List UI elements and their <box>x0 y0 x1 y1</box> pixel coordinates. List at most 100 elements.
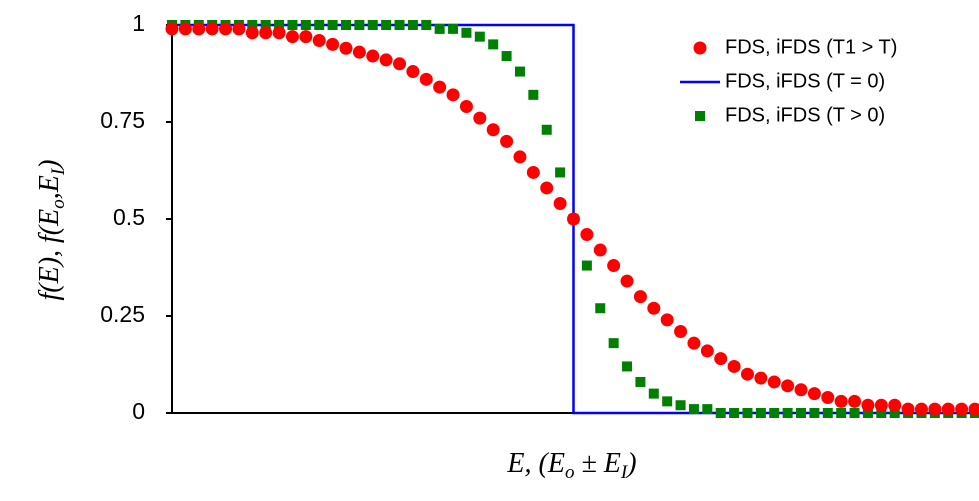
point <box>367 20 378 30</box>
point <box>889 408 900 418</box>
point <box>352 45 366 59</box>
label-part: E, (E <box>506 448 565 479</box>
point <box>540 181 554 195</box>
y-tick-label: 0 <box>132 398 145 424</box>
point <box>580 228 594 242</box>
label-sub: I <box>620 462 629 483</box>
point <box>500 134 514 148</box>
legend-label: FDS, iFDS (T > 0) <box>725 104 885 126</box>
point <box>340 20 351 30</box>
point <box>849 408 860 418</box>
point <box>876 408 887 418</box>
label-sub: o <box>565 462 575 483</box>
point <box>941 402 955 416</box>
y-tick-label: 1 <box>132 10 145 36</box>
point <box>379 53 393 67</box>
point <box>647 301 661 315</box>
point <box>486 123 500 137</box>
point <box>553 196 567 210</box>
point <box>526 165 540 179</box>
legend: FDS, iFDS (T1 > T) FDS, iFDS (T = 0) FDS, … <box>680 36 897 126</box>
point <box>245 26 259 40</box>
point <box>622 361 633 372</box>
y-tick-label: 0.25 <box>100 301 145 327</box>
point <box>488 39 499 50</box>
point <box>767 375 781 389</box>
point <box>901 402 915 416</box>
point <box>446 88 460 102</box>
legend-label: FDS, iFDS (T = 0) <box>725 70 885 92</box>
label-sub: o <box>48 199 69 209</box>
point <box>648 388 659 399</box>
point <box>635 376 646 387</box>
point <box>285 30 299 44</box>
point <box>260 20 271 30</box>
point <box>459 99 473 113</box>
point <box>968 402 979 416</box>
point <box>434 23 445 34</box>
point <box>633 290 647 304</box>
point <box>593 243 607 257</box>
point <box>192 22 206 36</box>
point <box>782 408 793 418</box>
point <box>287 20 298 30</box>
point <box>660 313 674 327</box>
point <box>567 212 580 226</box>
point <box>834 394 848 408</box>
point <box>715 408 726 418</box>
point <box>620 274 634 288</box>
point <box>674 325 688 339</box>
point <box>555 167 566 178</box>
point <box>528 89 539 100</box>
point <box>461 27 472 38</box>
point <box>662 396 673 407</box>
y-tick-label: 0.5 <box>113 204 145 230</box>
point <box>165 22 179 36</box>
point <box>393 57 407 71</box>
point <box>862 408 873 418</box>
point <box>836 408 847 418</box>
point <box>794 383 808 397</box>
point <box>955 402 969 416</box>
point <box>419 72 433 86</box>
point <box>740 367 754 381</box>
point <box>807 387 821 401</box>
point <box>473 111 487 125</box>
point <box>675 400 686 411</box>
point <box>754 371 768 385</box>
point <box>700 344 714 358</box>
point <box>581 260 592 271</box>
point <box>274 20 285 30</box>
point <box>501 51 512 62</box>
x-axis-label: E, (Eo ± EI) <box>506 448 636 483</box>
point <box>796 408 807 418</box>
point <box>247 20 258 30</box>
point <box>888 398 902 412</box>
point <box>406 65 420 79</box>
legend-label: FDS, iFDS (T1 > T) <box>725 36 897 58</box>
point <box>299 30 313 44</box>
point <box>513 150 527 164</box>
point <box>687 336 701 350</box>
point <box>326 37 340 51</box>
point <box>433 80 447 94</box>
point <box>327 20 338 30</box>
point <box>755 408 766 418</box>
point <box>205 22 219 36</box>
legend-marker <box>695 111 705 121</box>
point <box>928 402 942 416</box>
point <box>366 49 380 63</box>
label-part: ) <box>34 159 65 170</box>
point <box>714 352 728 366</box>
label-part: ,E <box>34 175 65 199</box>
point <box>607 259 621 273</box>
point <box>848 394 862 408</box>
point <box>861 398 875 412</box>
label-part: ) <box>625 448 636 479</box>
label-part: f(E), f(E <box>34 209 65 301</box>
point <box>809 408 820 418</box>
point <box>727 359 741 373</box>
point <box>541 124 552 135</box>
point <box>354 20 365 30</box>
